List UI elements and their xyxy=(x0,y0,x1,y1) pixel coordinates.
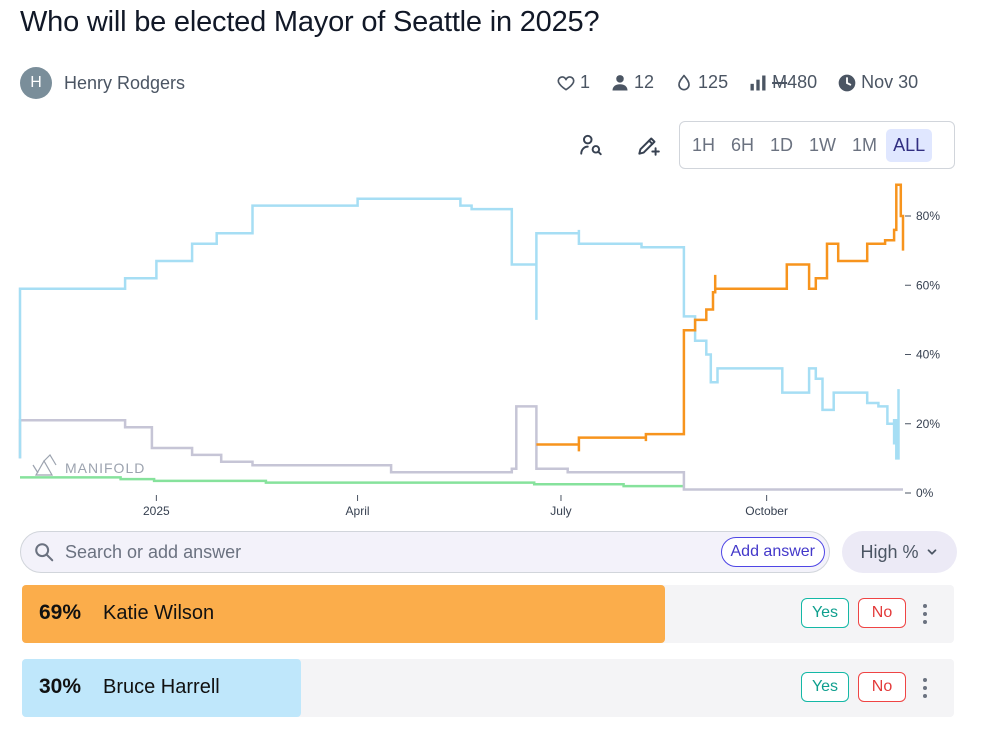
volume-amount: 480 xyxy=(787,72,818,92)
x-tick-label: 2025 xyxy=(143,504,170,518)
droplet-icon xyxy=(678,74,690,90)
range-1h-button[interactable]: 1H xyxy=(692,134,716,155)
heart-icon xyxy=(557,75,575,90)
more-vertical-icon[interactable] xyxy=(915,673,935,703)
yes-button[interactable]: Yes xyxy=(801,672,849,702)
close-date-stat[interactable]: Nov 30 xyxy=(837,72,918,93)
y-tick-label: 20% xyxy=(916,417,940,431)
mana-symbol: M xyxy=(772,72,788,92)
no-button[interactable]: No xyxy=(858,672,906,702)
answer-name: Bruce Harrell xyxy=(103,676,220,698)
sort-label: High % xyxy=(860,541,919,562)
sort-dropdown[interactable]: High % xyxy=(842,531,957,573)
manifold-logo-icon xyxy=(32,454,57,476)
y-tick-label: 0% xyxy=(916,486,934,500)
close-date: Nov 30 xyxy=(861,72,919,92)
user-icon xyxy=(612,74,628,90)
answer-row-katie-wilson[interactable]: 69% Katie Wilson Yes No xyxy=(22,585,954,643)
search-icon xyxy=(35,543,54,562)
answer-name: Katie Wilson xyxy=(103,602,215,624)
search-input[interactable] xyxy=(63,540,707,564)
add-answer-button[interactable]: Add answer xyxy=(720,537,825,567)
more-vertical-icon[interactable] xyxy=(915,599,935,629)
y-tick-label: 40% xyxy=(916,348,940,362)
likes-stat[interactable]: 1 xyxy=(556,72,590,93)
traders-count: 12 xyxy=(634,72,655,92)
range-6h-button[interactable]: 6H xyxy=(731,134,755,155)
author-name[interactable]: Henry Rodgers xyxy=(64,72,186,93)
x-tick-label: April xyxy=(346,504,370,518)
time-range-selector: 1H 6H 1D 1W 1M ALL xyxy=(679,121,955,169)
track-user-button[interactable] xyxy=(576,130,606,160)
edit-chart-button[interactable] xyxy=(633,130,663,160)
market-stats: 1 12 125 M480 Nov 30 xyxy=(556,72,918,93)
range-1w-button[interactable]: 1W xyxy=(809,134,837,155)
search-bar: Add answer xyxy=(20,531,830,573)
volume-value: M480 xyxy=(772,72,817,93)
yes-button[interactable]: Yes xyxy=(801,598,849,628)
series-line-katie-wilson[interactable] xyxy=(536,183,905,452)
y-tick-label: 80% xyxy=(916,209,940,223)
series-line-other-gray[interactable] xyxy=(18,405,903,491)
answer-row-bruce-harrell[interactable]: 30% Bruce Harrell Yes No xyxy=(22,659,954,717)
answer-probability: 69% xyxy=(39,601,82,624)
answer-probability: 30% xyxy=(39,675,82,698)
bar-chart-icon xyxy=(750,75,766,90)
probability-bar xyxy=(22,659,301,717)
watermark-text: MANIFOLD xyxy=(65,460,145,476)
likes-count: 1 xyxy=(580,72,591,92)
page-title: Who will be elected Mayor of Seattle in … xyxy=(20,6,600,38)
avatar[interactable]: H xyxy=(20,67,52,99)
series-line-bruce-harrell[interactable] xyxy=(18,197,900,460)
probability-chart[interactable]: MANIFOLD 0% 20% 40% 60% 80% 2025 April July Octo… xyxy=(0,175,982,525)
pencil-plus-icon xyxy=(638,137,660,156)
traders-stat: 12 xyxy=(610,72,654,93)
x-tick-label: October xyxy=(745,504,788,518)
probability-bar xyxy=(22,585,665,643)
range-1m-button[interactable]: 1M xyxy=(852,134,878,155)
author[interactable]: H Henry Rodgers xyxy=(20,67,185,99)
chevron-down-icon xyxy=(927,549,936,555)
no-button[interactable]: No xyxy=(858,598,906,628)
range-all-button[interactable]: ALL xyxy=(886,128,933,162)
range-1d-button[interactable]: 1D xyxy=(770,134,794,155)
user-search-icon xyxy=(580,134,602,156)
y-tick-label: 60% xyxy=(916,278,940,292)
volume-stat: M480 xyxy=(748,72,817,93)
tips-count: 125 xyxy=(698,72,729,92)
clock-icon xyxy=(838,74,856,91)
x-tick-label: July xyxy=(550,504,571,518)
watermark: MANIFOLD xyxy=(32,454,145,476)
tips-stat: 125 xyxy=(674,72,728,93)
series-line-other-green[interactable] xyxy=(20,476,684,488)
